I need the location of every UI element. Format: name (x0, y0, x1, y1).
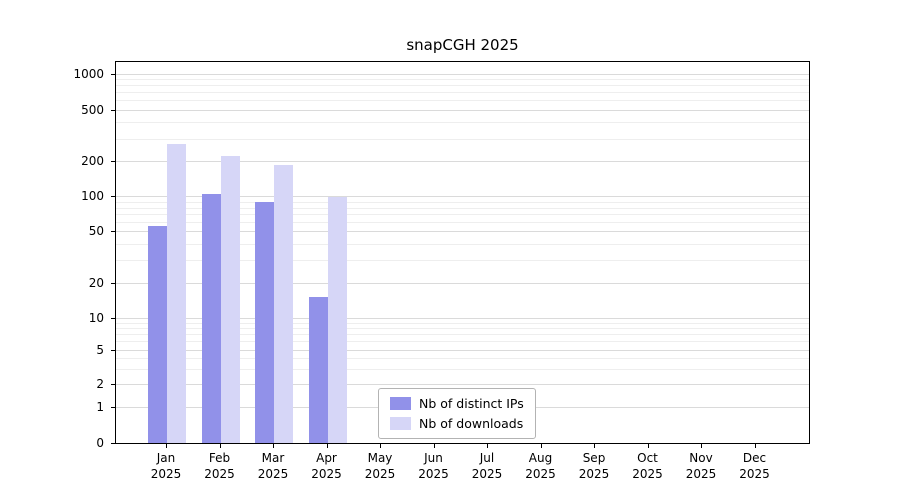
bar-apr-distinct-ips (308, 297, 328, 443)
gridline-minor (116, 327, 809, 329)
y-tick-mark (111, 73, 115, 75)
gridline-major (116, 384, 809, 386)
gridline-minor (116, 92, 809, 94)
y-tick-mark (111, 443, 115, 444)
gridline-major (116, 109, 809, 111)
x-tick-mark (701, 444, 702, 448)
legend-label-distinct-ips: Nb of distinct IPs (419, 396, 524, 411)
y-tick-mark (111, 231, 115, 233)
bar-mar-downloads (274, 165, 293, 443)
legend: Nb of distinct IPs Nb of downloads (378, 388, 536, 439)
gridline-major (116, 196, 809, 198)
gridline-minor (116, 243, 809, 245)
x-tick-mark (487, 444, 488, 448)
plot-area: Nb of distinct IPs Nb of downloads (115, 61, 810, 444)
x-tick-label-oct: Oct 2025 (632, 451, 663, 481)
x-tick-mark (594, 444, 595, 448)
x-tick-label-feb: Feb 2025 (204, 451, 235, 481)
x-tick-label-nov: Nov 2025 (685, 451, 717, 481)
gridline-minor (116, 85, 809, 87)
x-tick-label-dec: Dec 2025 (739, 451, 770, 481)
gridline-major (116, 231, 809, 233)
x-tick-label-jan: Jan 2025 (150, 451, 182, 481)
gridline-minor (116, 207, 809, 209)
x-tick-label-mar: Mar 2025 (257, 451, 289, 481)
gridline-minor (116, 368, 809, 370)
gridline-minor (116, 201, 809, 203)
gridline-minor (116, 260, 809, 262)
y-tick-label: 5 (96, 342, 104, 357)
bar-apr-downloads (327, 196, 347, 443)
x-tick-label-may: May 2025 (364, 451, 396, 481)
y-tick-label: 20 (88, 275, 104, 290)
bar-jan-downloads (167, 144, 186, 443)
gridline-minor (116, 122, 809, 124)
legend-swatch-distinct-ips (390, 397, 411, 410)
gridline-major (116, 282, 809, 284)
bar-jan-distinct-ips (148, 226, 167, 443)
x-tick-mark (754, 444, 756, 448)
gridline-minor (116, 79, 809, 81)
x-tick-label-jul: Jul 2025 (471, 451, 503, 481)
chart-title: snapCGH 2025 (406, 36, 519, 54)
gridline-minor (116, 222, 809, 224)
bar-feb-distinct-ips (201, 194, 221, 443)
y-tick-label: 500 (81, 102, 104, 117)
y-tick-label: 50 (88, 224, 104, 239)
legend-label-downloads: Nb of downloads (419, 416, 524, 431)
x-tick-mark (219, 444, 221, 448)
y-tick-mark (111, 282, 115, 284)
y-tick-mark (111, 161, 115, 163)
y-tick-label: 10 (88, 310, 104, 325)
x-tick-mark (166, 444, 167, 448)
legend-item-downloads: Nb of downloads (390, 416, 524, 431)
x-tick-label-jun: Jun 2025 (418, 451, 449, 481)
x-tick-label-apr: Apr 2025 (311, 451, 342, 481)
bar-feb-downloads (220, 156, 240, 443)
gridline-minor (116, 341, 809, 343)
gridline-major (116, 349, 809, 351)
y-tick-label: 1 (96, 400, 104, 415)
y-tick-mark (111, 384, 115, 386)
y-tick-label: 0 (96, 436, 104, 450)
x-tick-mark (273, 444, 274, 448)
x-tick-mark (433, 444, 435, 448)
gridline-minor (116, 214, 809, 216)
x-tick-mark (540, 444, 542, 448)
legend-swatch-downloads (390, 417, 411, 430)
gridline-minor (116, 100, 809, 102)
y-tick-mark (111, 317, 115, 319)
y-tick-mark (111, 407, 115, 409)
x-tick-mark (380, 444, 381, 448)
y-tick-mark (111, 109, 115, 111)
bar-mar-distinct-ips (255, 201, 274, 443)
legend-item-distinct-ips: Nb of distinct IPs (390, 396, 524, 411)
y-tick-mark (111, 349, 115, 351)
x-tick-mark (326, 444, 328, 448)
x-tick-label-aug: Aug 2025 (525, 451, 556, 481)
y-tick-label: 2 (96, 377, 104, 392)
x-tick-mark (647, 444, 649, 448)
y-tick-label: 100 (81, 189, 104, 204)
y-tick-label: 1000 (73, 66, 104, 81)
gridline-minor (116, 358, 809, 360)
y-tick-mark (111, 196, 115, 198)
gridline-major (116, 161, 809, 163)
gridline-minor (116, 138, 809, 140)
gridline-minor (116, 334, 809, 336)
gridline-major (116, 73, 809, 75)
y-tick-label: 200 (81, 154, 104, 169)
gridline-major (116, 317, 809, 319)
gridline-minor (116, 322, 809, 324)
x-tick-label-sep: Sep 2025 (578, 451, 610, 481)
